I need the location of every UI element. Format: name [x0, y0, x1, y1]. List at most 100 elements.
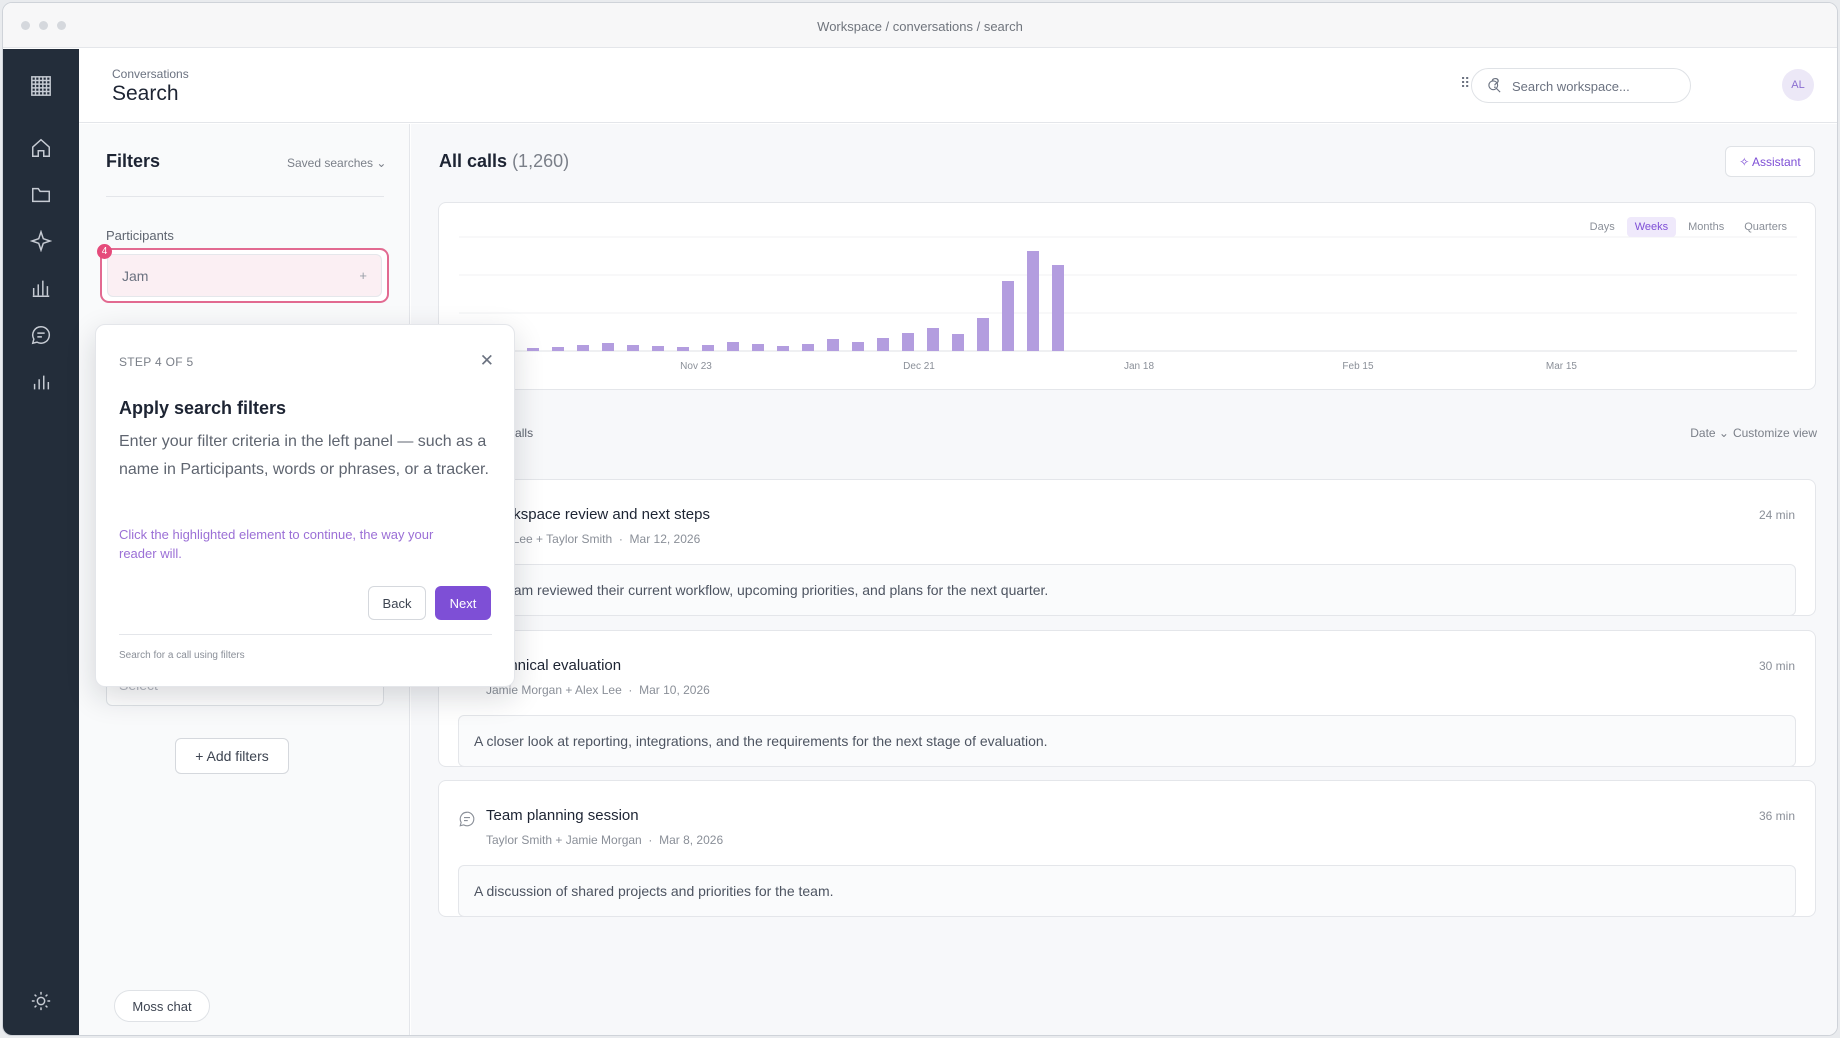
- chart-bar[interactable]: [877, 338, 889, 351]
- saved-searches-dropdown[interactable]: Saved searches ⌄: [287, 156, 387, 170]
- chart-x-tick-label: Feb 15: [1342, 361, 1374, 372]
- search-icon: [1488, 80, 1501, 93]
- assistant-button[interactable]: ✧ Assistant: [1725, 146, 1815, 177]
- chart-bar[interactable]: [1002, 281, 1014, 351]
- results-toolbar: 1–3 of 1,260 calls Date ⌄ Customize view: [439, 424, 1817, 442]
- tour-popover: STEP 4 OF 5 ✕ Apply search filters Enter…: [95, 324, 515, 687]
- call-title[interactable]: Technical evaluation: [486, 657, 622, 674]
- chart-bar[interactable]: [727, 342, 739, 351]
- add-participant-icon[interactable]: +: [359, 268, 367, 283]
- chart-bar[interactable]: [677, 347, 689, 351]
- page-title: Search: [112, 82, 179, 105]
- call-meta: Alex Lee + Taylor Smith · Mar 12, 2026: [486, 532, 701, 546]
- grid-dots-icon[interactable]: ⠿: [1460, 75, 1470, 91]
- chart-x-tick-label: Jan 18: [1124, 361, 1154, 372]
- window-title: Workspace / conversations / search: [817, 19, 1023, 34]
- participants-field[interactable]: Jam +: [107, 254, 382, 297]
- chart-bar[interactable]: [652, 346, 664, 351]
- step-badge: 4: [97, 244, 112, 259]
- home-icon[interactable]: [29, 136, 53, 160]
- tour-title: Apply search filters: [119, 398, 287, 418]
- call-summary: A closer look at reporting, integrations…: [458, 715, 1796, 767]
- moss-chat-button[interactable]: Moss chat: [114, 990, 210, 1022]
- call-participants: Taylor Smith + Jamie Morgan: [486, 833, 642, 847]
- tour-next-button[interactable]: Next: [435, 586, 491, 620]
- folder-icon[interactable]: [29, 183, 53, 207]
- tour-hint: Click the highlighted element to continu…: [119, 527, 434, 561]
- call-summary: A discussion of shared projects and prio…: [458, 865, 1796, 917]
- call-meta: Taylor Smith + Jamie Morgan · Mar 8, 202…: [486, 833, 724, 847]
- range-weeks[interactable]: Weeks: [1626, 217, 1677, 237]
- chat-icon[interactable]: [29, 323, 53, 347]
- chart-bar[interactable]: [827, 339, 839, 351]
- tour-divider: [119, 634, 492, 635]
- chart-bar[interactable]: [602, 343, 614, 351]
- add-filters-button[interactable]: + Add filters: [175, 738, 289, 774]
- page-header: Conversations Search ⠿ ? AL: [79, 49, 1837, 123]
- chart-bar[interactable]: [952, 334, 964, 351]
- search-input[interactable]: [1512, 77, 1682, 95]
- chart-bar[interactable]: [752, 344, 764, 351]
- range-quarters[interactable]: Quarters: [1744, 221, 1787, 233]
- range-toggle: Days Weeks Months Quarters: [1582, 217, 1795, 237]
- settings-sun-icon[interactable]: [29, 989, 53, 1013]
- tour-footer: Search for a call using filters: [119, 650, 245, 661]
- chart-bar[interactable]: [577, 345, 589, 351]
- sort-dropdown[interactable]: Date ⌄: [1690, 426, 1729, 440]
- chart-x-tick-label: Mar 15: [1546, 361, 1578, 372]
- participant-value: Jam: [122, 267, 149, 284]
- chart-bar[interactable]: [777, 346, 789, 351]
- window-controls[interactable]: [21, 21, 66, 30]
- divider: [106, 196, 384, 197]
- sparkle-icon[interactable]: [29, 229, 53, 253]
- chart-bar[interactable]: [1052, 265, 1064, 351]
- call-summary: The team reviewed their current workflow…: [458, 564, 1796, 616]
- chart-bar[interactable]: [927, 328, 939, 351]
- call-title[interactable]: Workspace review and next steps: [486, 506, 710, 523]
- chart-bar[interactable]: [702, 345, 714, 351]
- chart-x-tick-label: Dec 21: [903, 361, 935, 372]
- call-duration: 36 min: [1758, 809, 1795, 823]
- bar-chart-icon[interactable]: [29, 276, 53, 300]
- call-duration: 24 min: [1758, 508, 1795, 522]
- call-date: Mar 10, 2026: [639, 683, 710, 697]
- chart-x-tick-label: Nov 23: [680, 361, 712, 372]
- logo-grid-icon[interactable]: [29, 74, 53, 98]
- tour-step-counter: STEP 4 OF 5: [119, 355, 194, 369]
- call-duration: 30 min: [1758, 659, 1795, 673]
- results-panel: All calls (1,260) ✧ Assistant Nov 23 Dec …: [411, 124, 1837, 1035]
- chart-bar[interactable]: [802, 344, 814, 351]
- help-button[interactable]: ?: [1491, 75, 1500, 92]
- search-box[interactable]: [1471, 68, 1691, 103]
- stats-icon[interactable]: [29, 370, 53, 394]
- results-title-text: All calls: [439, 151, 508, 171]
- participants-label: Participants: [106, 228, 174, 243]
- breadcrumb[interactable]: Conversations: [112, 67, 189, 81]
- call-title[interactable]: Team planning session: [486, 807, 639, 824]
- call-chat-icon: [458, 810, 476, 828]
- call-card[interactable]: Team planning session Taylor Smith + Jam…: [438, 780, 1816, 917]
- chart-bar[interactable]: [852, 342, 864, 351]
- avatar[interactable]: AL: [1782, 69, 1814, 101]
- nav-rail: [3, 49, 79, 1035]
- call-card[interactable]: Technical evaluation Jamie Morgan + Alex…: [438, 630, 1816, 767]
- chart-bar[interactable]: [552, 347, 564, 351]
- call-card[interactable]: Workspace review and next steps Alex Lee…: [438, 479, 1816, 616]
- chart-bar[interactable]: [627, 345, 639, 351]
- title-bar: Workspace / conversations / search: [3, 3, 1837, 48]
- close-icon[interactable]: ✕: [479, 351, 494, 370]
- chart-bar[interactable]: [527, 348, 539, 351]
- chart-bar[interactable]: [977, 318, 989, 351]
- range-months[interactable]: Months: [1688, 221, 1725, 233]
- tour-back-button[interactable]: Back: [368, 586, 426, 620]
- call-participants: Alex Lee + Taylor Smith: [486, 532, 613, 546]
- customize-view-link[interactable]: Customize view: [1732, 426, 1817, 440]
- call-date: Mar 12, 2026: [629, 532, 701, 546]
- filters-title: Filters: [106, 151, 161, 171]
- participants-highlight[interactable]: Jam +: [100, 248, 389, 303]
- chart-bar[interactable]: [902, 333, 914, 351]
- range-days[interactable]: Days: [1589, 221, 1615, 233]
- tour-body: Enter your filter criteria in the left p…: [119, 433, 489, 478]
- call-participants: Jamie Morgan + Alex Lee: [486, 683, 622, 697]
- chart-bar[interactable]: [1027, 251, 1039, 351]
